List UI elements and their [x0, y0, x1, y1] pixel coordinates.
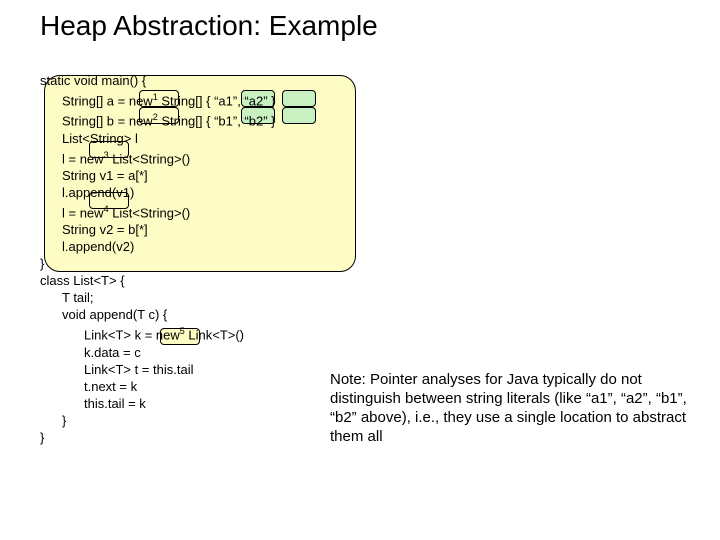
code-block: static void main() {String[] a = new1 St…	[40, 72, 276, 446]
code-line: l = new4 List<String>()	[40, 201, 276, 221]
note-text: Note: Pointer analyses for Java typicall…	[330, 370, 690, 446]
code-line: l.append(v2)	[40, 238, 276, 255]
code-line: Link<T> k = new5 Link<T>()	[40, 323, 276, 343]
string-literal-highlight	[282, 90, 316, 107]
code-line: String v2 = b[*]	[40, 221, 276, 238]
code-line: }	[40, 429, 276, 446]
code-line: }	[40, 255, 276, 272]
code-line: String[] b = new2 String[] { “b1”, “b2” …	[40, 109, 276, 129]
code-line: T tail;	[40, 289, 276, 306]
code-line: static void main() {	[40, 72, 276, 89]
code-line: }	[40, 412, 276, 429]
code-line: String[] a = new1 String[] { “a1”, “a2” …	[40, 89, 276, 109]
code-line: l = new3 List<String>()	[40, 147, 276, 167]
code-line: this.tail = k	[40, 395, 276, 412]
code-line: Link<T> t = this.tail	[40, 361, 276, 378]
code-line: l.append(v1)	[40, 184, 276, 201]
page-title: Heap Abstraction: Example	[40, 10, 378, 42]
code-line: String v1 = a[*]	[40, 167, 276, 184]
code-line: class List<T> {	[40, 272, 276, 289]
string-literal-highlight	[282, 107, 316, 124]
code-line: void append(T c) {	[40, 306, 276, 323]
code-line: List<String> l	[40, 130, 276, 147]
code-line: t.next = k	[40, 378, 276, 395]
code-line: k.data = c	[40, 344, 276, 361]
